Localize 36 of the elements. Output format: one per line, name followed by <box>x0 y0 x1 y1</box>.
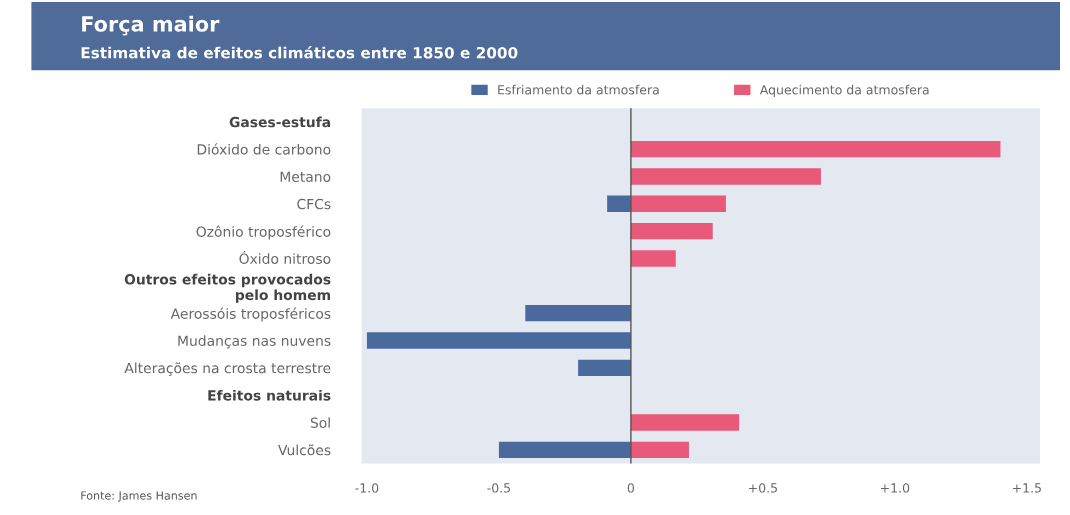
y-tick-label: Alterações na crosta terrestre <box>124 362 331 376</box>
bar <box>630 441 689 459</box>
legend-label: Aquecimento da atmosfera <box>759 84 929 97</box>
y-tick-label: Aerossóis troposféricos <box>170 307 331 322</box>
y-tick-label: Gases-estufa <box>229 116 331 128</box>
bar <box>366 332 631 349</box>
bar <box>498 441 631 459</box>
y-tick-label: Mudanças nas nuvens <box>178 335 331 349</box>
bar <box>630 222 713 240</box>
bar <box>607 195 631 213</box>
y-tick-label: Óxido nitroso <box>239 250 331 264</box>
chart-subtitle: Estimativa de efeitos climáticos entre 1850 e 2000 <box>81 46 518 59</box>
legend-label: Esfriamento da atmosfera <box>498 84 659 95</box>
bar <box>630 414 740 431</box>
y-tick-label: Metano <box>280 171 331 182</box>
x-tick-label: -1.0 <box>355 483 379 493</box>
bar <box>630 140 1001 158</box>
x-tick-label: +1.0 <box>881 483 910 493</box>
x-tick-label: -0.5 <box>487 483 511 493</box>
bar <box>578 359 631 377</box>
bar <box>525 304 631 322</box>
source-note: Fonte: James Hansen <box>81 491 197 502</box>
x-tick-label: 0 <box>627 483 635 493</box>
x-tick-label: +1.5 <box>1012 483 1041 493</box>
x-tick-label: +0.5 <box>749 483 777 493</box>
y-tick-label: Ozônio troposférico <box>196 225 331 240</box>
bar <box>630 195 726 213</box>
y-tick-label: Dióxido de carbono <box>197 143 331 155</box>
y-tick-label: Efeitos naturais <box>208 389 331 401</box>
text: Força maior <box>82 15 220 36</box>
y-tick-label: Sol <box>310 417 330 428</box>
bar <box>630 168 821 185</box>
y-tick-label: Outros efeitos provocados pelo homem <box>124 273 331 303</box>
bar <box>630 250 676 267</box>
y-tick-label: CFCs <box>297 198 331 210</box>
y-tick-label: Vulcões <box>278 444 331 456</box>
